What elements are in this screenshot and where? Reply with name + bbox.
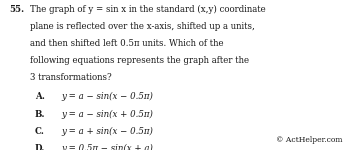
Text: y = a − sin(x − 0.5π): y = a − sin(x − 0.5π)	[61, 92, 153, 101]
Text: D.: D.	[35, 144, 46, 150]
Text: and then shifted left 0.5π units. Which of the: and then shifted left 0.5π units. Which …	[30, 39, 223, 48]
Text: following equations represents the graph after the: following equations represents the graph…	[30, 56, 249, 65]
Text: B.: B.	[35, 110, 46, 118]
Text: 55.: 55.	[9, 4, 24, 14]
Text: y = a − sin(x + 0.5π): y = a − sin(x + 0.5π)	[61, 110, 153, 119]
Text: y = 0.5π − sin(x + a): y = 0.5π − sin(x + a)	[61, 144, 153, 150]
Text: The graph of y = sin x in the standard (x,y) coordinate: The graph of y = sin x in the standard (…	[30, 4, 266, 14]
Text: 3 transformations?: 3 transformations?	[30, 74, 112, 82]
Text: © ActHelper.com: © ActHelper.com	[276, 136, 343, 144]
Text: y = a + sin(x − 0.5π): y = a + sin(x − 0.5π)	[61, 127, 153, 136]
Text: C.: C.	[35, 127, 45, 136]
Text: A.: A.	[35, 92, 45, 101]
Text: plane is reflected over the x-axis, shifted up a units,: plane is reflected over the x-axis, shif…	[30, 22, 255, 31]
